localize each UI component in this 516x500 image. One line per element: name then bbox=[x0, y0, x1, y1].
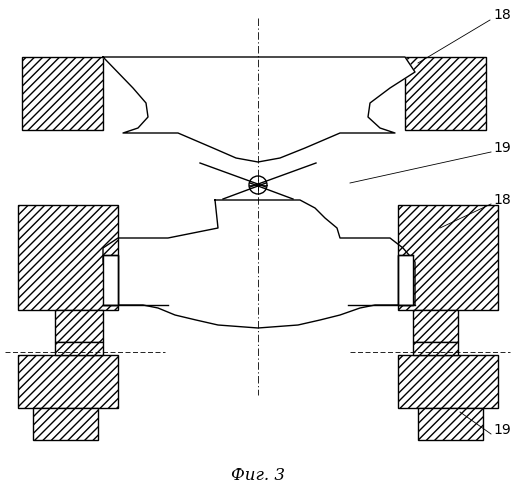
Bar bbox=[55, 310, 103, 342]
Bar bbox=[398, 355, 498, 408]
Polygon shape bbox=[103, 200, 415, 328]
Bar bbox=[413, 342, 458, 355]
Bar bbox=[398, 255, 413, 305]
Bar bbox=[33, 408, 98, 440]
Bar bbox=[18, 355, 118, 408]
Text: 18: 18 bbox=[493, 8, 511, 22]
Bar bbox=[18, 355, 118, 408]
Text: 19: 19 bbox=[493, 141, 511, 155]
Bar bbox=[18, 205, 118, 310]
Polygon shape bbox=[103, 57, 415, 162]
Bar bbox=[22, 57, 103, 130]
Bar bbox=[18, 205, 118, 310]
Bar bbox=[33, 408, 98, 440]
Bar bbox=[103, 255, 118, 305]
Bar bbox=[55, 342, 103, 355]
Bar bbox=[398, 205, 498, 310]
Text: Фиг. 3: Фиг. 3 bbox=[231, 466, 285, 483]
Bar bbox=[413, 310, 458, 342]
Text: 18: 18 bbox=[493, 193, 511, 207]
Bar bbox=[398, 355, 498, 408]
Bar bbox=[22, 57, 103, 130]
Bar bbox=[55, 310, 103, 342]
Bar bbox=[413, 310, 458, 342]
Bar bbox=[405, 57, 486, 130]
Bar bbox=[418, 408, 483, 440]
Bar bbox=[413, 342, 458, 355]
Bar bbox=[398, 205, 498, 310]
Bar bbox=[405, 57, 486, 130]
Text: 19: 19 bbox=[493, 423, 511, 437]
Bar bbox=[418, 408, 483, 440]
Bar bbox=[55, 342, 103, 355]
